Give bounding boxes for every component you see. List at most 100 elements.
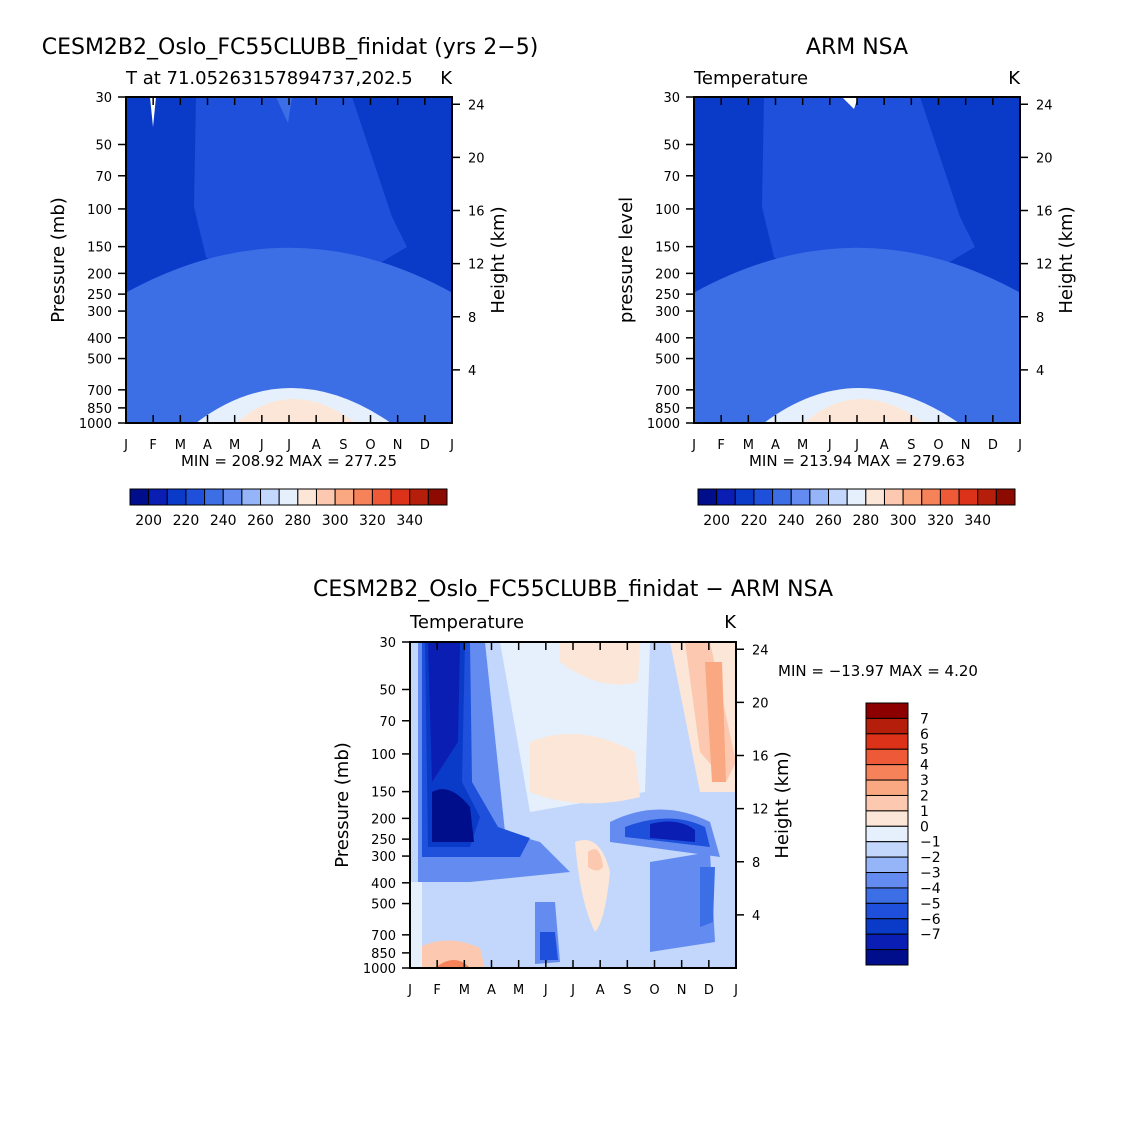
colorbar-swatch: [204, 488, 224, 506]
x-tick-label: F: [149, 438, 156, 453]
x-tick-label: N: [393, 438, 403, 453]
colorbar-swatch: [865, 702, 909, 719]
y-tick-label: 50: [95, 138, 112, 153]
y2-tick-label: 4: [1036, 364, 1044, 379]
field-band: [432, 789, 474, 842]
colorbar-swatch: [148, 488, 168, 506]
y-tick-label: 150: [371, 786, 396, 801]
y-tick-label: 700: [655, 384, 680, 399]
colorbar-swatch: [371, 488, 392, 506]
colorbar-swatch: [716, 488, 736, 506]
panel-2: [686, 96, 1028, 506]
colorbar-swatch: [958, 488, 979, 506]
colorbar-swatch: [260, 488, 280, 506]
colorbar-label: 0: [920, 819, 929, 835]
colorbar-swatch: [995, 488, 1016, 506]
colorbar-label: 260: [815, 513, 842, 529]
y-tick-label: 200: [87, 267, 112, 282]
y-tick-label: 30: [95, 91, 112, 106]
colorbar-swatch: [222, 488, 243, 506]
y-tick-label: 250: [655, 288, 680, 303]
colorbar-swatch: [734, 488, 755, 506]
colorbar-swatch: [865, 902, 909, 920]
colorbar-swatch: [865, 949, 909, 966]
y2-tick-label: 12: [1036, 258, 1053, 273]
y-tick-label: 700: [371, 929, 396, 944]
colorbar-swatch: [902, 488, 923, 506]
y2-tick-label: 8: [1036, 311, 1044, 326]
field-cold-region-winter-end: [890, 97, 1020, 327]
x-tick-label: J: [854, 438, 859, 453]
colorbar-swatch: [334, 488, 355, 506]
y-tick-label: 850: [371, 947, 396, 962]
y-axis-label: Pressure (mb): [48, 197, 69, 323]
y2-tick-label: 24: [1036, 98, 1053, 113]
x-tick-label: F: [717, 438, 724, 453]
colorbar-swatch: [772, 488, 792, 506]
y2-axis-label: Height (km): [488, 206, 509, 313]
field-band: [435, 960, 470, 968]
y-tick-label: 1000: [363, 962, 396, 977]
colorbar-label: 220: [173, 513, 200, 529]
y-tick-label: 250: [87, 288, 112, 303]
stats-label: MIN = 213.94 MAX = 279.63: [749, 452, 965, 470]
field-band: [705, 662, 726, 782]
contour-field: [694, 97, 1020, 423]
colorbar-swatch: [427, 488, 448, 506]
contour-field: [126, 97, 452, 423]
colorbar-label: 340: [396, 513, 423, 529]
colorbar-swatch: [865, 717, 909, 735]
field-cold-region-winter-end: [322, 97, 452, 327]
colorbar-swatch: [865, 748, 909, 766]
field-band: [540, 932, 558, 960]
colorbar-swatch: [790, 488, 811, 506]
left-string: Temperature: [693, 68, 808, 89]
colorbar-swatch: [865, 764, 909, 781]
y-tick-label: 1000: [79, 417, 112, 432]
colorbar-swatch: [353, 488, 373, 506]
x-tick-label: N: [677, 983, 687, 998]
field-notch: [150, 97, 156, 127]
x-tick-label: A: [880, 438, 889, 453]
y-tick-label: 850: [87, 402, 112, 417]
colorbar-label: 7: [920, 711, 929, 727]
y-tick-label: 500: [87, 353, 112, 368]
colorbar-swatch: [297, 488, 317, 506]
colorbar-label: −2: [920, 850, 941, 866]
colorbar-label: 5: [920, 742, 929, 758]
colorbar-swatch: [921, 488, 941, 506]
x-tick-label: M: [459, 983, 470, 998]
colorbar-label: 260: [247, 513, 274, 529]
colorbar-swatch: [865, 872, 909, 889]
x-tick-label: J: [543, 983, 548, 998]
colorbar-swatch: [129, 488, 150, 506]
y2-tick-label: 20: [752, 696, 769, 711]
colorbar-swatch: [865, 488, 885, 506]
y-tick-label: 700: [87, 384, 112, 399]
colorbar-label: 6: [920, 727, 929, 743]
colorbar-swatch: [390, 488, 411, 506]
y-tick-label: 150: [655, 241, 680, 256]
y-tick-label: 300: [87, 305, 112, 320]
colorbar-swatch: [883, 488, 904, 506]
x-tick-label: M: [229, 438, 240, 453]
left-string: T at 71.05263157894737,202.5: [125, 68, 413, 89]
stats-label: MIN = −13.97 MAX = 4.20: [778, 662, 978, 680]
y-tick-label: 200: [371, 812, 396, 827]
units-label: K: [440, 68, 453, 89]
y2-tick-label: 24: [752, 643, 769, 658]
field-band: [560, 642, 640, 685]
colorbar-label: 200: [703, 513, 730, 529]
y2-axis-label: Height (km): [1056, 206, 1077, 313]
colorbar-label: −7: [920, 927, 941, 943]
colorbar-swatch: [409, 488, 429, 506]
colorbar-swatch: [977, 488, 997, 506]
colorbar-swatch: [939, 488, 960, 506]
x-tick-label: M: [797, 438, 808, 453]
colorbar-swatch: [697, 488, 718, 506]
y-tick-label: 400: [87, 332, 112, 347]
x-tick-label: J: [449, 438, 454, 453]
y2-tick-label: 20: [468, 151, 485, 166]
y2-tick-label: 8: [468, 311, 476, 326]
